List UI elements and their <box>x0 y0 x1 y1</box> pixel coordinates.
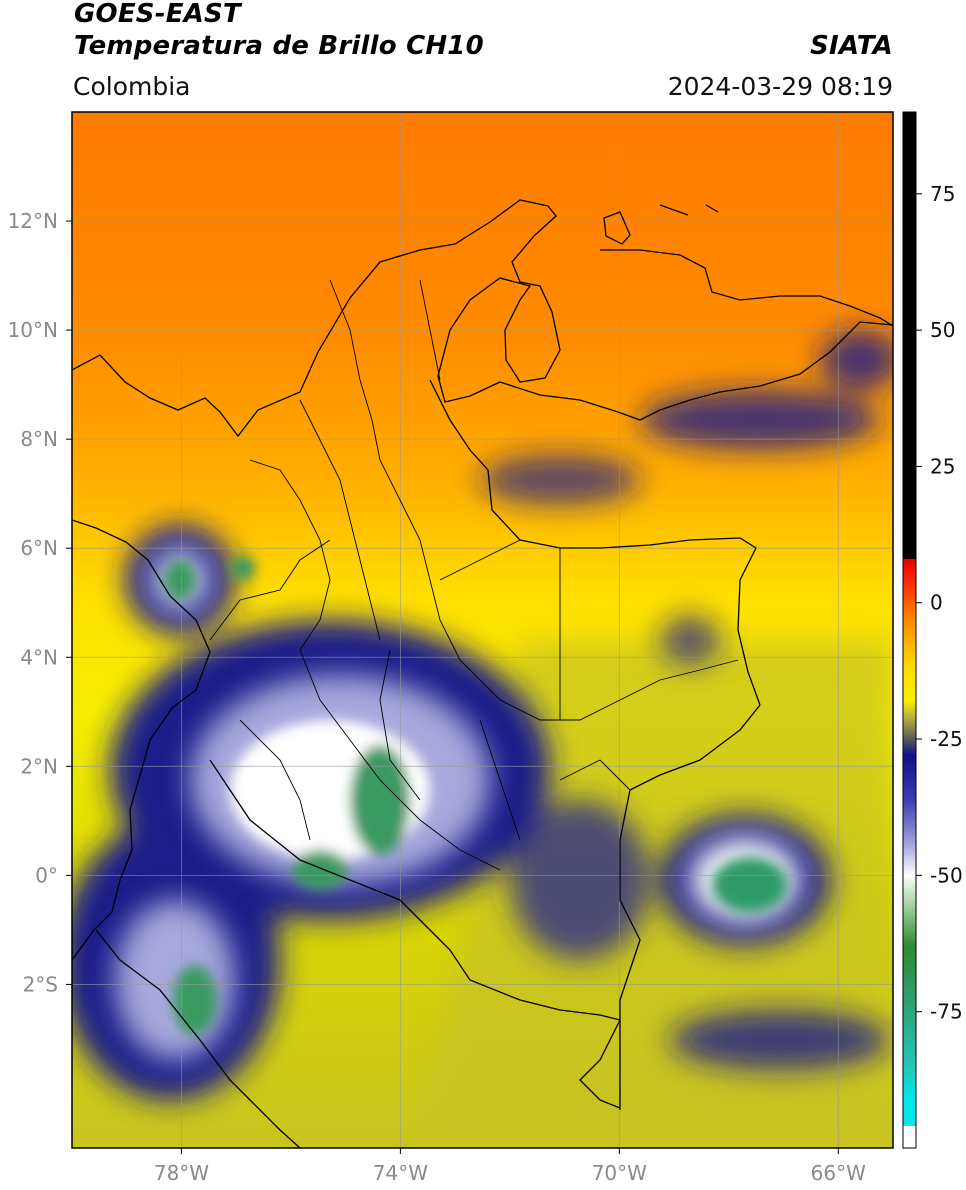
plot-frame <box>71 111 894 1149</box>
datetime-label: 2024-03-29 08:19 <box>667 72 893 101</box>
y-tick-label: 2°S <box>23 972 58 996</box>
colorbar-tick-label: 75 <box>930 182 955 206</box>
colorbar-tick-label: 50 <box>930 318 955 342</box>
coastline-venezuela <box>600 249 893 327</box>
y-tick-label: 6°N <box>20 536 58 560</box>
colorbar-tick-label: -75 <box>930 1000 963 1024</box>
x-axis: 78°W 74°W 70°W 66°W <box>154 1148 866 1185</box>
colorbar-frame <box>902 111 917 1149</box>
region-label: Colombia <box>73 72 191 101</box>
border-colombia-brazil <box>619 704 761 1110</box>
department-boundaries <box>209 279 739 871</box>
organization-label: SIATA <box>810 31 893 61</box>
x-tick-label: 70°W <box>592 1161 647 1185</box>
colorbar: 75 50 25 0 -25 -50 -75 <box>902 111 963 1149</box>
colorbar-ramp <box>903 112 916 1148</box>
coastline-pacific <box>72 519 211 961</box>
border-peru-brazil <box>579 1019 621 1109</box>
brightness-temperature-field <box>72 112 893 1148</box>
border-colombia-venezuela <box>429 379 761 706</box>
border-colombia-ecuador-peru <box>209 759 621 1021</box>
colorbar-tick-label: -50 <box>930 863 963 887</box>
coastline-caribbean <box>72 199 893 438</box>
y-tick-label: 2°N <box>20 754 58 778</box>
y-tick-label: 0° <box>35 863 58 887</box>
y-tick-label: 4°N <box>20 645 58 669</box>
y-tick-label: 8°N <box>20 427 58 451</box>
island-aruba-curacao <box>603 204 719 245</box>
y-axis: 12°N 10°N 8°N 6°N 4°N 2°N 0° 2°S <box>8 209 72 996</box>
satellite-title: GOES-EAST <box>74 0 241 29</box>
x-tick-label: 74°W <box>373 1161 428 1185</box>
x-tick-label: 66°W <box>811 1161 866 1185</box>
gridlines <box>72 112 893 1148</box>
y-tick-label: 12°N <box>8 209 58 233</box>
borders <box>72 199 893 1148</box>
y-tick-label: 10°N <box>8 318 58 342</box>
colorbar-tick-label: 25 <box>930 454 955 478</box>
border-ecuador-peru <box>95 929 301 1148</box>
colorbar-tick-label: 0 <box>930 591 943 615</box>
colorbar-tick-label: -25 <box>930 727 963 751</box>
x-tick-label: 78°W <box>154 1161 209 1185</box>
product-title: Temperatura de Brillo CH10 <box>74 31 484 61</box>
